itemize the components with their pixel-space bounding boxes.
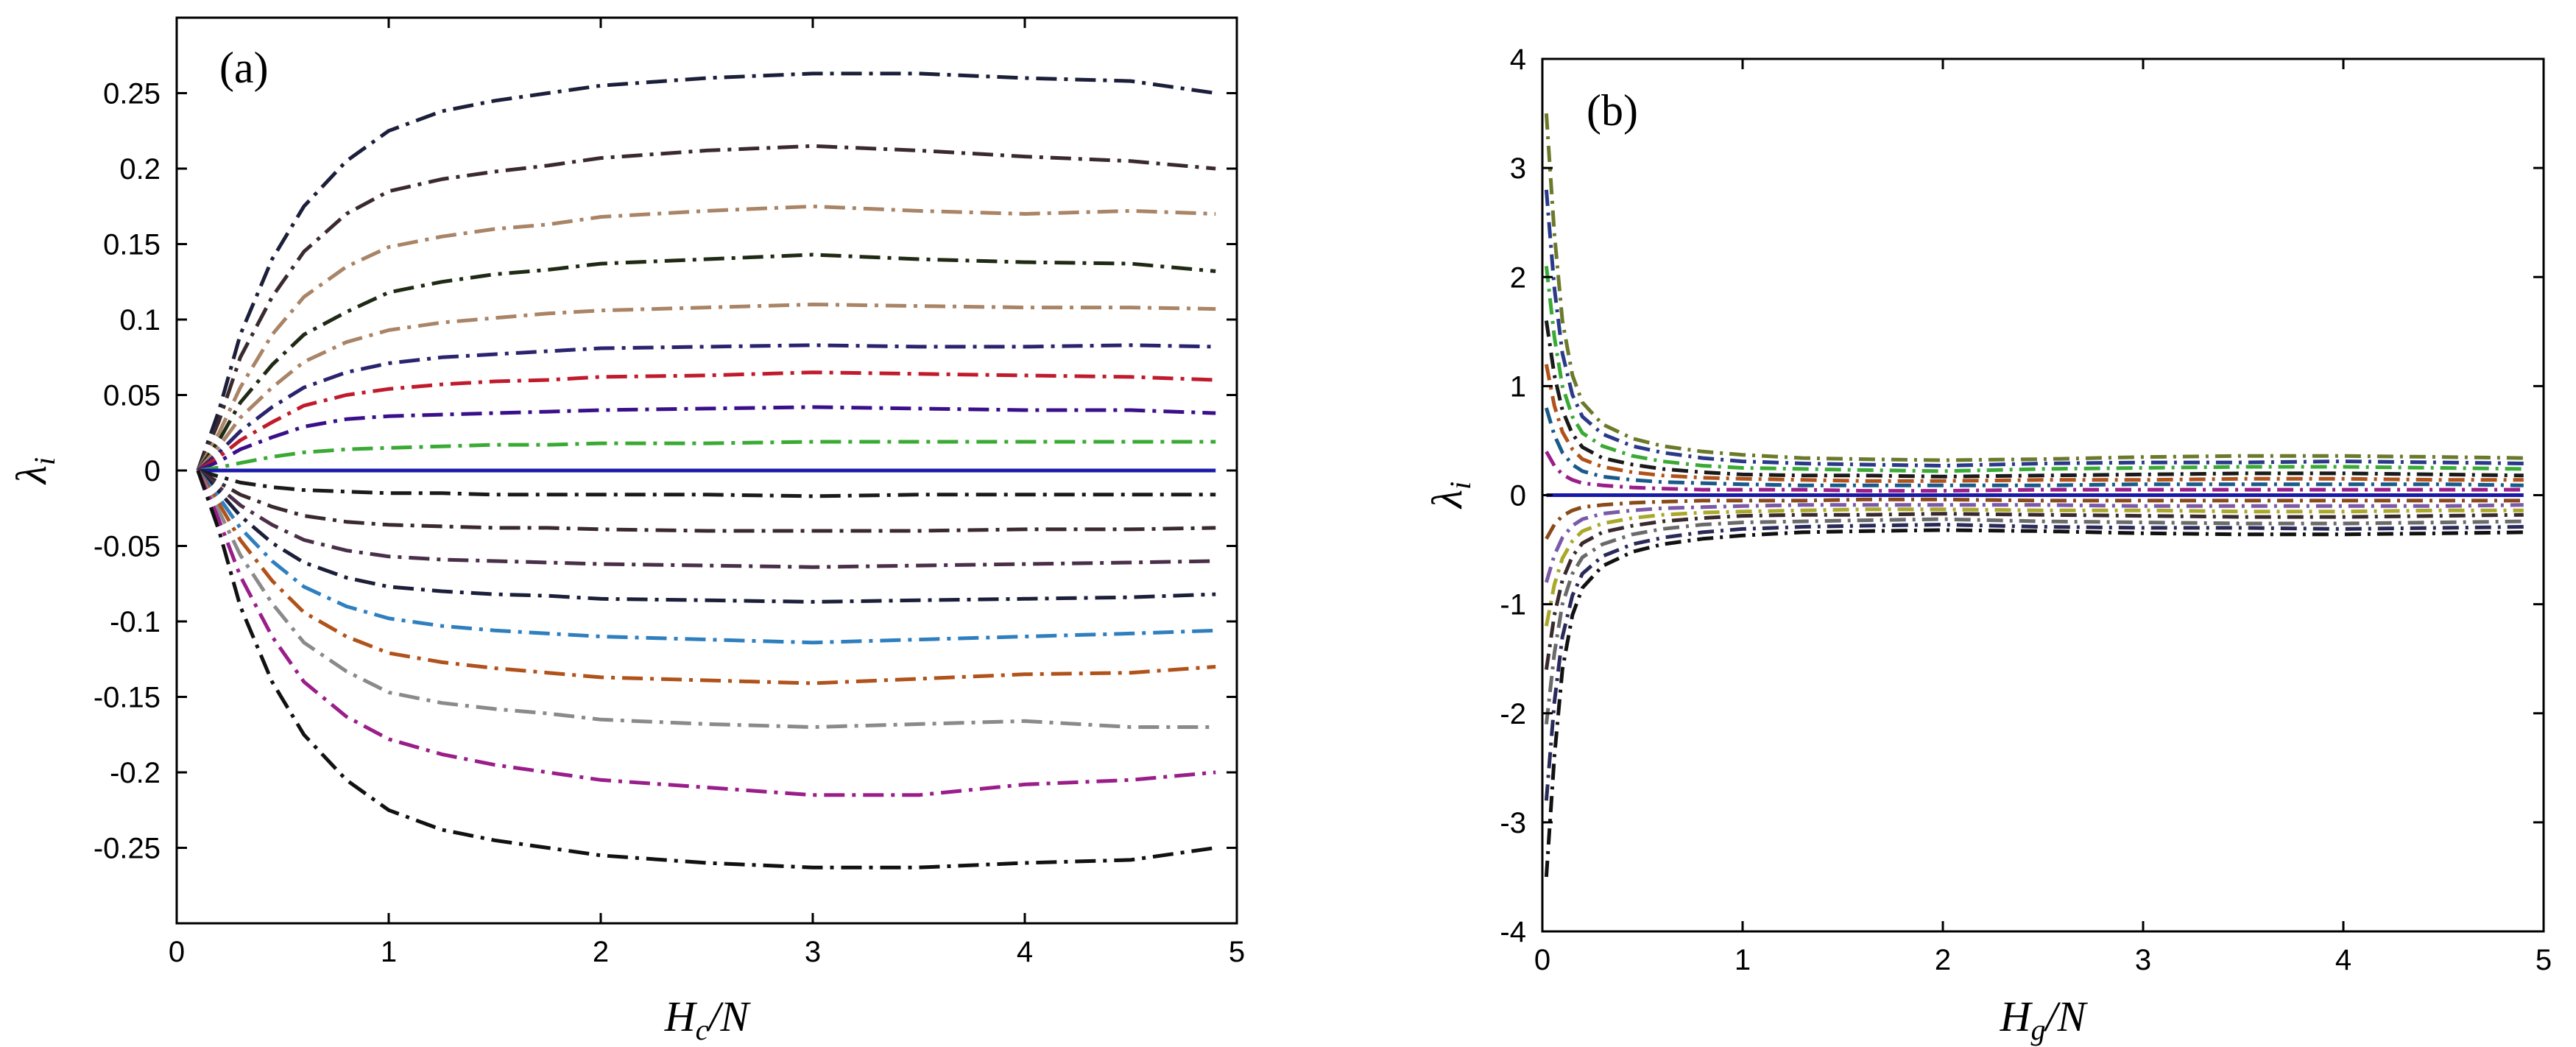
y-tick-label-a-7: 0.1 — [119, 304, 160, 336]
series-line-a-6 — [197, 343, 1216, 472]
series-group-b — [1544, 113, 2524, 878]
y-tick-label-a-9: 0.2 — [119, 153, 160, 186]
y-tick-label-b-3: -1 — [1500, 589, 1526, 621]
panel-b: 0 1 2 3 4 5 -4 -3 -2 -1 0 1 2 3 4 (b) Hg/N λi — [1423, 43, 2552, 1046]
y-axis-label-sub-a: i — [28, 457, 61, 465]
series-line-b-11 — [1544, 507, 2524, 627]
y-tick-label-b-4: 0 — [1510, 480, 1526, 512]
ticks-b: 0 1 2 3 4 5 -4 -3 -2 -1 0 1 2 3 4 — [1500, 43, 2552, 976]
y-axis-label-main-a: λ — [7, 465, 55, 485]
series-line-a-16 — [196, 469, 1216, 685]
y-tick-label-a-3: -0.1 — [110, 606, 160, 638]
y-axis-label-a: λi — [7, 457, 61, 485]
x-axis-label-sub-a: c — [696, 1013, 709, 1046]
series-line-b-6 — [1545, 407, 2524, 487]
series-line-a-9 — [197, 440, 1216, 473]
x-tick-label-a-3: 3 — [805, 936, 821, 968]
series-line-b-1 — [1544, 113, 2524, 462]
series-line-a-8 — [197, 405, 1216, 473]
y-tick-label-a-4: -0.05 — [93, 531, 160, 563]
y-axis-label-main-b: λ — [1423, 490, 1471, 510]
x-tick-label-a-2: 2 — [593, 936, 609, 968]
series-line-a-13 — [197, 469, 1216, 569]
y-axis-label-b: λi — [1423, 482, 1477, 510]
series-line-a-14 — [197, 469, 1216, 604]
panel-a: 0 1 2 3 4 5 -0.25 -0.2 -0.15 -0.1 -0.05 0 0.05 0.1 0.1… — [7, 16, 1245, 1046]
y-tick-label-b-7: 3 — [1510, 152, 1526, 185]
series-line-a-12 — [197, 468, 1216, 533]
y-tick-label-b-0: -4 — [1500, 916, 1526, 948]
series-line-b-15 — [1544, 528, 2524, 878]
x-axis-label-a: Hc/N — [664, 993, 752, 1046]
x-tick-label-a-4: 4 — [1017, 936, 1033, 968]
series-line-b-3 — [1544, 266, 2524, 473]
series-line-a-4 — [196, 253, 1216, 472]
series-line-a-11 — [197, 468, 1216, 498]
series-line-a-2 — [196, 144, 1216, 471]
series-line-b-14 — [1544, 523, 2524, 801]
series-line-a-15 — [196, 469, 1216, 645]
y-tick-label-a-6: 0.05 — [103, 380, 160, 412]
series-line-b-10 — [1545, 503, 2524, 583]
y-tick-label-a-0: -0.25 — [93, 833, 160, 865]
series-line-a-19 — [196, 470, 1216, 870]
y-tick-label-b-1: -3 — [1500, 807, 1526, 839]
x-axis-label-main-a: H — [664, 993, 698, 1040]
y-tick-label-a-10: 0.25 — [103, 78, 160, 110]
series-line-b-4 — [1544, 320, 2524, 479]
series-line-a-7 — [197, 370, 1216, 473]
series-line-b-2 — [1544, 189, 2524, 468]
y-tick-label-a-2: -0.15 — [93, 682, 160, 714]
x-tick-label-b-0: 0 — [1534, 944, 1550, 976]
x-axis-label-main-b: H — [2000, 993, 2033, 1040]
x-axis-label-b: Hg/N — [2000, 993, 2089, 1046]
y-axis-label-sub-b: i — [1444, 482, 1477, 490]
series-group-a — [196, 71, 1216, 870]
y-tick-label-a-1: -0.2 — [110, 757, 160, 789]
x-tick-label-a-1: 1 — [381, 936, 397, 968]
series-line-b-5 — [1544, 364, 2524, 483]
y-tick-label-a-5: 0 — [144, 455, 160, 487]
x-tick-label-a-0: 0 — [169, 936, 185, 968]
x-tick-label-b-3: 3 — [2135, 944, 2151, 976]
series-line-a-18 — [196, 470, 1216, 797]
panel-label-a: (a) — [219, 43, 269, 92]
y-tick-label-b-5: 1 — [1510, 370, 1526, 403]
x-axis-label-sub-b: g — [2031, 1013, 2046, 1046]
panel-label-b: (b) — [1587, 86, 1638, 135]
x-axis-label-tail-b: /N — [2044, 993, 2089, 1040]
ticks-a: 0 1 2 3 4 5 -0.25 -0.2 -0.15 -0.1 -0.05 0 0.05 0.1 0.1… — [93, 18, 1245, 968]
series-line-b-12 — [1544, 512, 2524, 670]
series-line-a-3 — [196, 204, 1216, 472]
x-tick-label-b-1: 1 — [1735, 944, 1751, 976]
x-tick-label-b-2: 2 — [1935, 944, 1951, 976]
x-tick-label-b-4: 4 — [2335, 944, 2351, 976]
series-line-b-9 — [1545, 497, 2524, 540]
y-tick-label-b-8: 4 — [1510, 43, 1526, 76]
x-tick-label-a-5: 5 — [1229, 936, 1245, 968]
series-line-b-13 — [1544, 517, 2524, 725]
y-tick-label-a-8: 0.15 — [103, 229, 160, 261]
series-line-a-17 — [196, 469, 1216, 729]
series-line-b-7 — [1545, 451, 2524, 493]
x-axis-label-tail-a: /N — [706, 993, 751, 1040]
series-line-a-1 — [196, 71, 1216, 471]
x-tick-label-b-5: 5 — [2536, 944, 2552, 976]
series-line-a-5 — [196, 303, 1216, 472]
y-tick-label-b-2: -2 — [1500, 698, 1526, 730]
y-tick-label-b-6: 2 — [1510, 261, 1526, 294]
